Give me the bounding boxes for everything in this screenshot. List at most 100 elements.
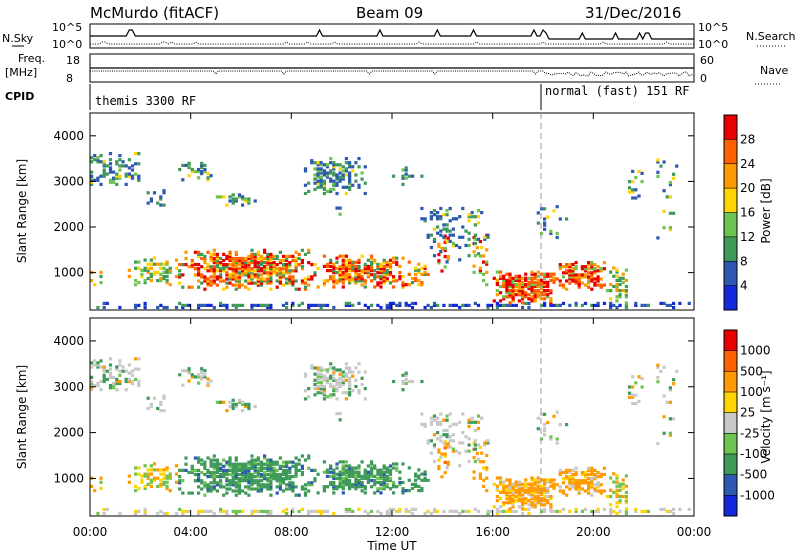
power-cell xyxy=(225,271,229,275)
power-cell xyxy=(168,266,172,270)
power-cell xyxy=(325,189,330,193)
velocity-cell xyxy=(256,509,260,513)
power-cell xyxy=(134,152,138,156)
power-cell xyxy=(181,273,185,277)
power-cell xyxy=(508,274,512,278)
power-cell xyxy=(344,271,348,275)
power-cell xyxy=(467,254,471,258)
power-cell xyxy=(568,265,572,269)
power-cell xyxy=(219,269,223,273)
power-cell xyxy=(668,183,672,187)
power-cell xyxy=(354,275,358,279)
velocity-cell xyxy=(259,489,264,493)
power-cell xyxy=(215,252,219,256)
velocity-cell xyxy=(278,483,282,487)
power-cell xyxy=(502,303,506,307)
power-cell xyxy=(552,276,556,280)
power-cell xyxy=(307,189,311,193)
power-cell xyxy=(168,268,172,272)
velocity-cell xyxy=(234,511,238,516)
power-cell xyxy=(174,274,179,279)
velocity-cell xyxy=(568,487,572,491)
velocity-cell xyxy=(215,475,219,479)
velocity-cell xyxy=(587,472,591,477)
velocity-cell xyxy=(335,476,339,480)
velocity-cell xyxy=(256,456,260,460)
power-cell xyxy=(640,180,644,184)
velocity-cell xyxy=(502,501,506,505)
date-title: 31/Dec/2016 xyxy=(585,4,681,22)
velocity-cell xyxy=(373,466,377,470)
power-cell xyxy=(241,267,245,271)
velocity-cell xyxy=(165,511,169,516)
velocity-cell xyxy=(288,483,292,487)
velocity-cell xyxy=(360,489,364,493)
power-cell xyxy=(269,252,273,256)
velocity-cell xyxy=(90,365,94,369)
velocity-cell xyxy=(341,485,345,489)
power-cell xyxy=(593,269,597,273)
velocity-cell xyxy=(228,481,232,485)
velocity-cell xyxy=(344,460,348,464)
power-cell xyxy=(524,284,528,289)
velocity-cell xyxy=(332,485,336,489)
velocity-cell xyxy=(467,437,471,441)
velocity-cell xyxy=(602,472,606,477)
power-cell xyxy=(549,278,553,282)
power-cell xyxy=(357,157,361,161)
velocity-cell xyxy=(351,374,355,378)
velocity-cell xyxy=(590,477,594,481)
velocity-cell xyxy=(234,485,238,489)
velocity-cell xyxy=(263,509,267,513)
velocity-cell xyxy=(571,477,575,481)
velocity-cell xyxy=(631,385,635,389)
power-cell xyxy=(583,275,588,279)
power-cell xyxy=(203,254,207,258)
velocity-cell xyxy=(294,464,298,468)
velocity-cell xyxy=(505,501,509,505)
velocity-cell xyxy=(156,468,160,472)
velocity-cell xyxy=(437,450,441,454)
power-cell xyxy=(436,303,440,307)
power-cell xyxy=(244,273,248,277)
velocity-cell xyxy=(423,478,427,482)
velocity-cell xyxy=(244,464,248,468)
velocity-cell xyxy=(392,466,396,470)
power-cell xyxy=(612,266,616,270)
velocity-cell xyxy=(256,481,260,485)
velocity-cell xyxy=(241,470,245,475)
power-cell xyxy=(149,262,153,266)
colorbar-tick-label: 28 xyxy=(740,132,755,146)
power-cell xyxy=(596,279,600,283)
power-cell xyxy=(527,293,531,297)
power-cell xyxy=(269,256,273,261)
velocity-cell xyxy=(134,472,138,476)
power-cell xyxy=(543,274,547,278)
power-cell xyxy=(480,211,484,215)
velocity-cell xyxy=(354,476,358,480)
velocity-cell xyxy=(454,509,459,513)
power-cell xyxy=(404,166,408,170)
velocity-cell xyxy=(404,489,408,493)
power-cell xyxy=(332,305,336,310)
power-cell xyxy=(618,282,622,287)
power-cell xyxy=(228,273,232,277)
power-cell xyxy=(338,271,342,275)
colorbar-segment xyxy=(724,474,737,496)
power-cell xyxy=(524,301,528,305)
power-cell xyxy=(291,281,295,285)
velocity-cell xyxy=(231,406,235,411)
velocity-cell xyxy=(316,472,320,476)
velocity-cell xyxy=(90,384,94,388)
power-cell xyxy=(90,178,94,182)
velocity-cell xyxy=(322,470,326,474)
velocity-cell xyxy=(244,466,248,470)
power-cell xyxy=(338,275,342,279)
power-cell xyxy=(168,283,172,287)
velocity-cell xyxy=(527,499,531,503)
power-cell xyxy=(247,273,251,277)
power-cell xyxy=(219,303,223,307)
power-cell xyxy=(212,281,216,285)
power-cell xyxy=(458,258,462,262)
velocity-cell xyxy=(231,464,235,468)
